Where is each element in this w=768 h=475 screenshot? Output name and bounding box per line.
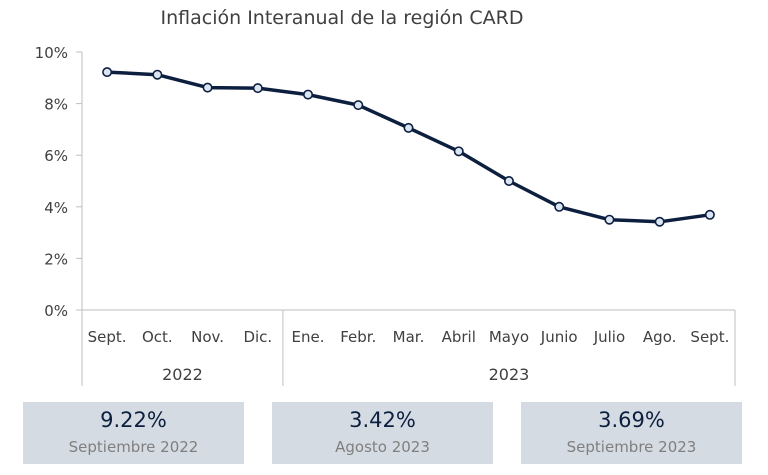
data-point: [353, 100, 364, 111]
data-point: [202, 82, 213, 93]
kpi-card-sept-2022: 9.22% Septiembre 2022: [23, 402, 244, 464]
chart-title: Inflación Interanual de la región CARD: [161, 7, 524, 29]
data-point: [554, 201, 565, 212]
data-point: [503, 176, 514, 187]
kpi-label: Agosto 2023: [335, 438, 430, 456]
data-point: [704, 209, 715, 220]
y-tick-label: 8%: [44, 96, 68, 114]
x-tick-label: Dic.: [243, 328, 272, 346]
data-point: [152, 69, 163, 80]
inflation-line-chart: Inflación Interanual de la región CARD 0…: [35, 7, 736, 386]
x-tick-label: Abril: [442, 328, 476, 346]
kpi-label: Septiembre 2022: [68, 438, 199, 456]
kpi-value: 9.22%: [100, 408, 167, 432]
x-tick-label: Sept.: [690, 328, 729, 346]
y-axis: 0% 2% 4% 6% 8% 10%: [35, 44, 83, 320]
data-point: [453, 146, 464, 157]
data-point: [403, 122, 414, 133]
x-tick-label: Ago.: [643, 328, 676, 346]
y-tick-label: 2%: [44, 250, 68, 268]
x-tick-label: Nov.: [191, 328, 224, 346]
x-tick-label: Mayo: [489, 328, 529, 346]
data-point: [654, 216, 665, 227]
x-tick-label: Julio: [593, 328, 625, 346]
x-tick-label: Febr.: [340, 328, 376, 346]
x-tick-label: Mar.: [393, 328, 425, 346]
kpi-value: 3.69%: [598, 408, 665, 432]
data-point: [604, 214, 615, 225]
y-tick-label: 10%: [35, 44, 68, 62]
x-tick-label: Ene.: [292, 328, 325, 346]
data-point: [252, 83, 263, 94]
x-axis: Sept. Oct. Nov. Dic. Ene. Febr. Mar. Abril Mayo J…: [81, 309, 736, 386]
y-tick-label: 6%: [44, 147, 68, 165]
kpi-label: Septiembre 2023: [566, 438, 697, 456]
x-tick-label: Oct.: [142, 328, 173, 346]
y-tick-label: 0%: [44, 302, 68, 320]
data-point: [102, 67, 113, 78]
data-point: [303, 89, 314, 100]
series-line: [107, 70, 711, 224]
kpi-card-aug-2023: 3.42% Agosto 2023: [272, 402, 493, 464]
kpi-card-sept-2023: 3.69% Septiembre 2023: [521, 402, 742, 464]
x-group-label: 2023: [489, 365, 530, 384]
y-tick-label: 4%: [44, 199, 68, 217]
x-tick-label: Junio: [540, 328, 578, 346]
kpi-value: 3.42%: [349, 408, 416, 432]
x-tick-label: Sept.: [88, 328, 127, 346]
plot-area: [102, 67, 715, 227]
x-group-label: 2022: [162, 365, 203, 384]
